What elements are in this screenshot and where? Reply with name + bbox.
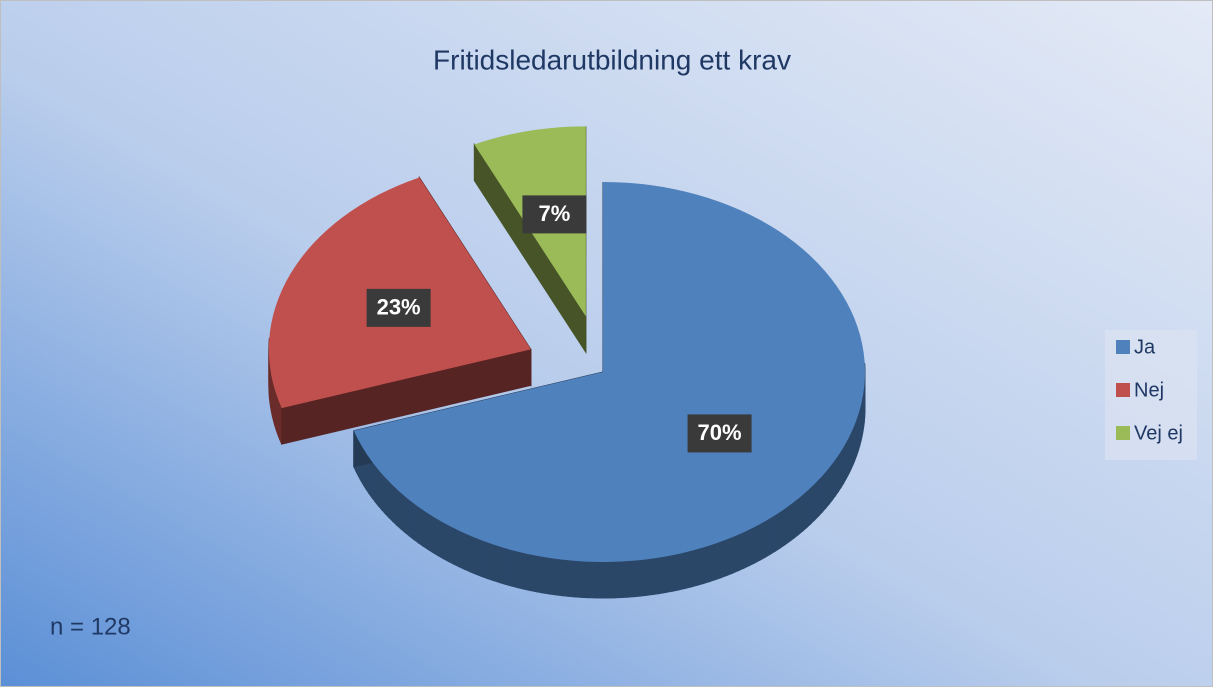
slice-side [671, 553, 680, 592]
slice-side [542, 556, 550, 595]
slice-side [523, 552, 531, 592]
slice-side [453, 527, 460, 568]
slice-side [702, 544, 710, 585]
slice-side [529, 553, 537, 593]
slice-side [517, 550, 525, 590]
slice-side [392, 484, 398, 527]
legend-label: Ja [1134, 336, 1156, 358]
slice-side [806, 486, 812, 529]
slice-side [427, 512, 434, 554]
slice-side [581, 560, 589, 599]
slice-side [396, 487, 402, 530]
legend-swatch [1116, 383, 1130, 397]
slice-side [422, 509, 429, 551]
slice-side [469, 534, 477, 575]
slice-side [626, 560, 635, 598]
slice-side [814, 478, 820, 521]
slice-side [774, 511, 781, 553]
slice-side [388, 480, 394, 523]
slice-side [381, 472, 386, 515]
slice-side [437, 518, 444, 560]
slice-side [417, 505, 424, 548]
legend-label: Vej ej [1134, 422, 1183, 444]
slice-side [510, 549, 519, 589]
slice-side [574, 560, 583, 598]
slice-side [659, 555, 667, 595]
slice-side [665, 554, 673, 594]
slice-side [810, 482, 816, 525]
legend-swatch [1116, 426, 1130, 440]
data-label-box [366, 288, 431, 327]
slice-side [802, 490, 808, 532]
slice-side [442, 521, 449, 563]
data-label: 7% [539, 201, 571, 226]
slice-side [464, 532, 471, 573]
slice-side [720, 538, 728, 579]
slice-side [458, 529, 466, 571]
annotation: n = 128 [50, 613, 131, 640]
slice-side [696, 546, 704, 586]
slice-side [600, 561, 609, 599]
slice-side [779, 507, 786, 549]
slice-side [555, 558, 563, 597]
slice-side [825, 466, 830, 510]
slice-side [652, 556, 661, 596]
slice-side [754, 523, 761, 564]
slice-side [764, 517, 771, 559]
slice-side [607, 561, 615, 599]
slice-side [784, 504, 791, 546]
chart-title: Fritidsledarutbildning ett krav [433, 44, 791, 75]
slice-side [504, 547, 512, 587]
slice-side [684, 550, 692, 590]
slice-side [404, 495, 410, 538]
slice-side [498, 545, 506, 585]
slice-side [486, 541, 494, 582]
slice-side [690, 548, 698, 588]
slice-side [737, 531, 745, 572]
slice-side [594, 561, 602, 599]
slice-side [769, 514, 776, 556]
slice-side [432, 515, 439, 557]
slice-side [743, 528, 750, 569]
slice-side [732, 533, 739, 574]
slice-side [535, 555, 544, 594]
slice-side [613, 561, 622, 599]
slice-side [587, 561, 596, 599]
slice-side [714, 540, 722, 581]
slice-side [639, 558, 648, 597]
slice-side [377, 468, 383, 511]
slice-side [708, 542, 716, 583]
slice-side [475, 537, 483, 578]
slice [353, 182, 865, 563]
slice-side [726, 536, 734, 577]
slice-side [384, 476, 390, 519]
legend-swatch [1116, 340, 1130, 354]
slice-side [789, 500, 795, 543]
data-label-box [687, 414, 752, 453]
data-label: 70% [698, 420, 742, 445]
slice-side [492, 543, 500, 584]
slice-side [633, 559, 641, 598]
slice-side [818, 474, 823, 518]
slice-side [793, 497, 800, 539]
slice-side [447, 524, 455, 565]
slice-side [567, 559, 576, 598]
slice-side [400, 491, 406, 534]
slice-side [646, 557, 654, 596]
slice-side [548, 557, 557, 596]
slice-side [561, 559, 569, 597]
slice-side [413, 502, 419, 544]
slice-side [481, 539, 488, 580]
data-label: 23% [377, 295, 421, 320]
slice-side [821, 470, 827, 514]
data-label-box [522, 195, 587, 234]
slice-side [678, 551, 686, 591]
slice-side [620, 560, 628, 599]
slice-side [798, 493, 804, 536]
slice-side [408, 498, 415, 541]
slice-side [759, 520, 766, 561]
slice-side [748, 526, 756, 567]
legend-label: Nej [1134, 379, 1164, 401]
